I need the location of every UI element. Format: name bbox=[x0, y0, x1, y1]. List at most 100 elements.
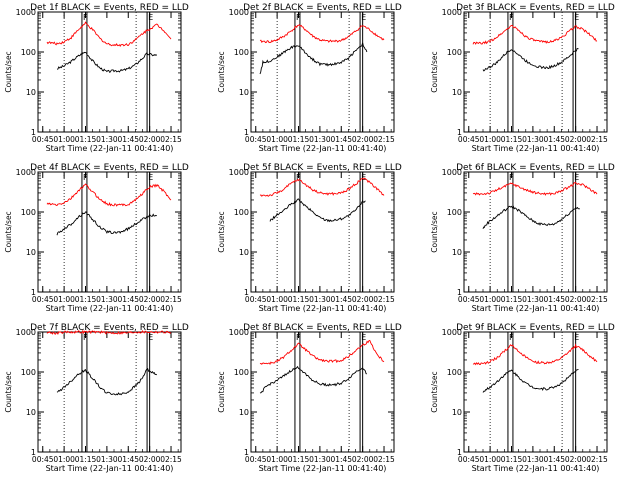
x-tick-label: 01:45 bbox=[543, 455, 565, 464]
x-axis-label: Start Time (22-Jan-11 00:41:40) bbox=[472, 144, 600, 153]
x-tick-label: 02:15 bbox=[373, 295, 395, 304]
y-tick-label: 1000 bbox=[16, 8, 36, 17]
time-marker-label: E bbox=[148, 333, 153, 342]
x-axis-label: Start Time (22-Jan-11 00:41:40) bbox=[472, 304, 600, 313]
chart-panel: Det 6f BLACK = Events, RED = LLD 1 10 100 10… bbox=[430, 163, 615, 313]
y-tick-label: 1000 bbox=[442, 8, 462, 17]
y-tick-label: 1000 bbox=[229, 328, 249, 337]
y-tick-label: 100 bbox=[21, 208, 36, 217]
x-axis-label: Start Time (22-Jan-11 00:41:40) bbox=[259, 464, 387, 473]
x-tick-label: 01:30 bbox=[96, 295, 118, 304]
x-tick-label: 00:45 bbox=[32, 295, 54, 304]
x-tick-label: 00:45 bbox=[245, 135, 267, 144]
lld-series-line bbox=[472, 24, 598, 45]
chart-title: Det 8f BLACK = Events, RED = LLD bbox=[243, 323, 402, 333]
time-marker-label: E bbox=[361, 173, 366, 182]
y-tick-label: 10 bbox=[239, 88, 249, 97]
x-tick-label: 01:00 bbox=[53, 295, 75, 304]
time-marker-label: F bbox=[509, 333, 514, 342]
time-marker-label: E bbox=[361, 13, 366, 22]
events-series-line bbox=[259, 365, 367, 394]
y-axis-label: Counts/sec bbox=[430, 51, 439, 92]
time-marker-label: E bbox=[574, 13, 579, 22]
y-tick-label: 10 bbox=[452, 88, 462, 97]
time-marker-box bbox=[146, 331, 151, 453]
lld-series-line bbox=[259, 24, 385, 44]
chart-title: Det 4f BLACK = Events, RED = LLD bbox=[30, 163, 189, 173]
lld-series-line bbox=[472, 343, 598, 366]
x-tick-label: 01:00 bbox=[266, 295, 288, 304]
y-tick-label: 10 bbox=[239, 248, 249, 257]
chart-title: Det 1f BLACK = Events, RED = LLD bbox=[30, 3, 189, 13]
y-tick-label: 1 bbox=[31, 128, 36, 137]
x-tick-label: 02:15 bbox=[586, 455, 608, 464]
lld-series-line bbox=[46, 183, 172, 207]
x-tick-label: 00:45 bbox=[32, 135, 54, 144]
time-marker-label: E bbox=[574, 173, 579, 182]
x-tick-label: 01:45 bbox=[330, 135, 352, 144]
x-tick-label: 02:15 bbox=[160, 135, 182, 144]
x-tick-label: 01:30 bbox=[522, 455, 544, 464]
y-axis-label: Counts/sec bbox=[217, 371, 226, 412]
x-tick-label: 00:45 bbox=[458, 295, 480, 304]
time-marker-box bbox=[81, 331, 88, 453]
time-marker-label: F bbox=[83, 333, 88, 342]
y-tick-label: 1 bbox=[31, 288, 36, 297]
time-marker-box bbox=[81, 11, 88, 133]
chart-panel: Det 9f BLACK = Events, RED = LLD 1 10 100 10… bbox=[430, 323, 615, 473]
x-tick-label: 00:45 bbox=[32, 455, 54, 464]
time-marker-box bbox=[507, 331, 514, 453]
events-series-line bbox=[482, 48, 579, 72]
x-tick-label: 01:30 bbox=[309, 295, 331, 304]
x-tick-label: 00:45 bbox=[245, 455, 267, 464]
chart-panel: Det 5f BLACK = Events, RED = LLD 1 10 100 10… bbox=[217, 163, 402, 313]
x-tick-label: 01:45 bbox=[117, 455, 139, 464]
x-tick-label: 01:15 bbox=[75, 135, 97, 144]
y-tick-label: 1 bbox=[244, 128, 249, 137]
time-marker-label: F bbox=[509, 173, 514, 182]
y-axis-label: Counts/sec bbox=[4, 211, 13, 252]
x-tick-label: 01:45 bbox=[330, 295, 352, 304]
y-axis-label: Counts/sec bbox=[430, 371, 439, 412]
plot-frame bbox=[250, 11, 395, 133]
x-axis-label: Start Time (22-Jan-11 00:41:40) bbox=[259, 144, 387, 153]
time-marker-label: F bbox=[296, 173, 301, 182]
x-tick-label: 01:15 bbox=[75, 455, 97, 464]
time-marker-box bbox=[294, 331, 301, 453]
x-tick-label: 02:15 bbox=[160, 455, 182, 464]
y-tick-label: 1 bbox=[457, 288, 462, 297]
time-marker-box bbox=[81, 171, 88, 293]
chart-title: Det 7f BLACK = Events, RED = LLD bbox=[30, 323, 189, 333]
y-tick-label: 100 bbox=[447, 368, 462, 377]
x-tick-label: 01:15 bbox=[288, 455, 310, 464]
y-tick-label: 1000 bbox=[16, 328, 36, 337]
x-tick-label: 01:15 bbox=[288, 135, 310, 144]
x-tick-label: 02:15 bbox=[586, 135, 608, 144]
time-marker-label: E bbox=[361, 333, 366, 342]
lld-series-line bbox=[259, 177, 385, 197]
plot-frame bbox=[463, 171, 608, 293]
chart-panel: Det 4f BLACK = Events, RED = LLD 1 10 100 10… bbox=[4, 163, 189, 313]
y-tick-label: 1000 bbox=[16, 168, 36, 177]
x-tick-label: 01:30 bbox=[309, 455, 331, 464]
time-marker-box bbox=[294, 171, 301, 293]
x-tick-label: 01:00 bbox=[266, 135, 288, 144]
events-series-line bbox=[56, 211, 158, 236]
y-tick-label: 100 bbox=[234, 208, 249, 217]
plot-frame bbox=[37, 331, 182, 453]
y-axis-label: Counts/sec bbox=[4, 51, 13, 92]
y-tick-label: 1000 bbox=[442, 168, 462, 177]
x-axis-label: Start Time (22-Jan-11 00:41:40) bbox=[46, 304, 174, 313]
x-tick-label: 01:30 bbox=[96, 455, 118, 464]
chart-panel: Det 2f BLACK = Events, RED = LLD 1 10 100 10… bbox=[217, 3, 402, 153]
time-marker-box bbox=[507, 171, 514, 293]
x-tick-label: 02:15 bbox=[373, 135, 395, 144]
y-tick-label: 100 bbox=[447, 48, 462, 57]
time-marker-box bbox=[146, 11, 151, 133]
y-tick-label: 10 bbox=[452, 248, 462, 257]
x-tick-label: 01:45 bbox=[543, 135, 565, 144]
x-tick-label: 02:15 bbox=[586, 295, 608, 304]
lld-series-line bbox=[259, 339, 385, 365]
y-tick-label: 1 bbox=[31, 448, 36, 457]
x-tick-label: 02:00 bbox=[139, 295, 161, 304]
